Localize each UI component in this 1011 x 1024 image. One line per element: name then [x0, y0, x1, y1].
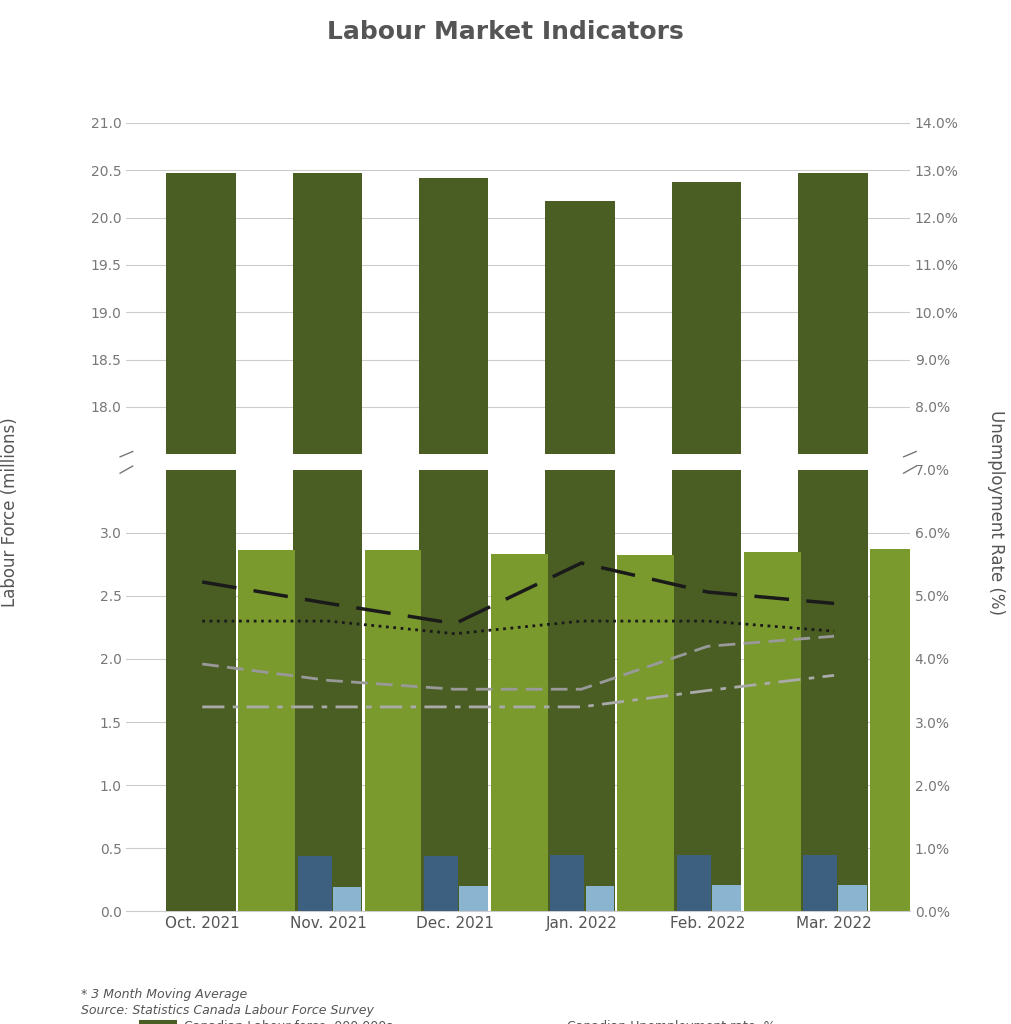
Bar [545, 0, 615, 911]
Bar [550, 855, 584, 911]
Text: Source: Statistics Canada Labour Force Survey: Source: Statistics Canada Labour Force S… [81, 1004, 374, 1017]
Bar [419, 0, 488, 911]
Bar [671, 181, 741, 1024]
Bar [292, 0, 362, 911]
Bar [964, 884, 993, 911]
Bar [239, 551, 295, 911]
Legend: Canadian Labour force, 000,000s, BC Labour force, 000,000s, Vancouver Island and: Canadian Labour force, 000,000s, BC Labo… [134, 1015, 902, 1024]
Bar [333, 888, 362, 911]
Bar [712, 885, 740, 911]
Bar [671, 0, 741, 911]
Bar [424, 856, 458, 911]
Bar [491, 554, 548, 911]
Bar [459, 886, 487, 911]
Bar [297, 856, 332, 911]
Bar [929, 855, 963, 911]
Bar [545, 202, 615, 1024]
Text: Unemployment Rate (%): Unemployment Rate (%) [987, 410, 1005, 614]
Bar [166, 0, 236, 911]
Bar [365, 551, 422, 911]
Text: Labour Market Indicators: Labour Market Indicators [328, 20, 683, 44]
Bar [838, 885, 866, 911]
Bar [618, 555, 674, 911]
Bar [798, 173, 867, 1024]
Bar [292, 173, 362, 1024]
Bar [419, 178, 488, 1024]
Text: Labour Force (millions): Labour Force (millions) [1, 417, 19, 607]
Bar [744, 552, 801, 911]
Bar [870, 549, 927, 911]
Text: * 3 Month Moving Average: * 3 Month Moving Average [81, 988, 247, 1001]
Bar [676, 855, 711, 911]
Bar [803, 855, 837, 911]
Bar [585, 886, 615, 911]
Bar [798, 0, 867, 911]
Bar [166, 173, 236, 1024]
